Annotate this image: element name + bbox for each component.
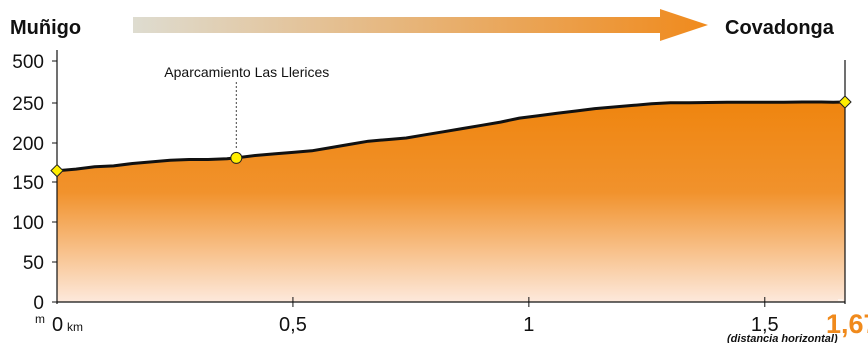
y-unit-label: m <box>35 312 45 326</box>
x-tick-label: 1 <box>523 314 534 336</box>
start-point-marker <box>50 163 64 178</box>
y-tick-label: 100 <box>12 213 44 234</box>
distance-note: (distancia horizontal) <box>727 333 838 343</box>
y-tick-label: 250 <box>12 94 44 115</box>
total-distance-label: 1,67 <box>826 309 868 339</box>
x-tick-label: 1,5 <box>751 314 779 336</box>
x-unit-label: km <box>67 320 83 334</box>
y-axis-ticks: 0 50 100 150 200 250 500 <box>12 52 57 314</box>
start-place-label: Muñigo <box>10 17 81 39</box>
elevation-area <box>57 102 845 302</box>
end-place-label: Covadonga <box>725 17 835 39</box>
y-tick-label: 50 <box>23 253 44 274</box>
y-tick-label: 200 <box>12 134 44 155</box>
parking-waypoint-marker <box>230 151 243 164</box>
y-tick-label: 500 <box>12 52 44 73</box>
annotation-label: Aparcamiento Las Llerices <box>164 64 329 80</box>
route-markers <box>50 95 852 178</box>
y-tick-label: 0 <box>33 293 44 314</box>
x-axis-ticks: 0,5 1 1,5 <box>279 297 779 336</box>
direction-arrow <box>133 9 708 41</box>
end-point-marker <box>838 95 852 109</box>
y-tick-label: 150 <box>12 173 44 194</box>
x-tick-label-0: 0 <box>52 314 63 336</box>
elevation-line <box>56 100 846 173</box>
x-tick-label: 0,5 <box>279 314 307 336</box>
